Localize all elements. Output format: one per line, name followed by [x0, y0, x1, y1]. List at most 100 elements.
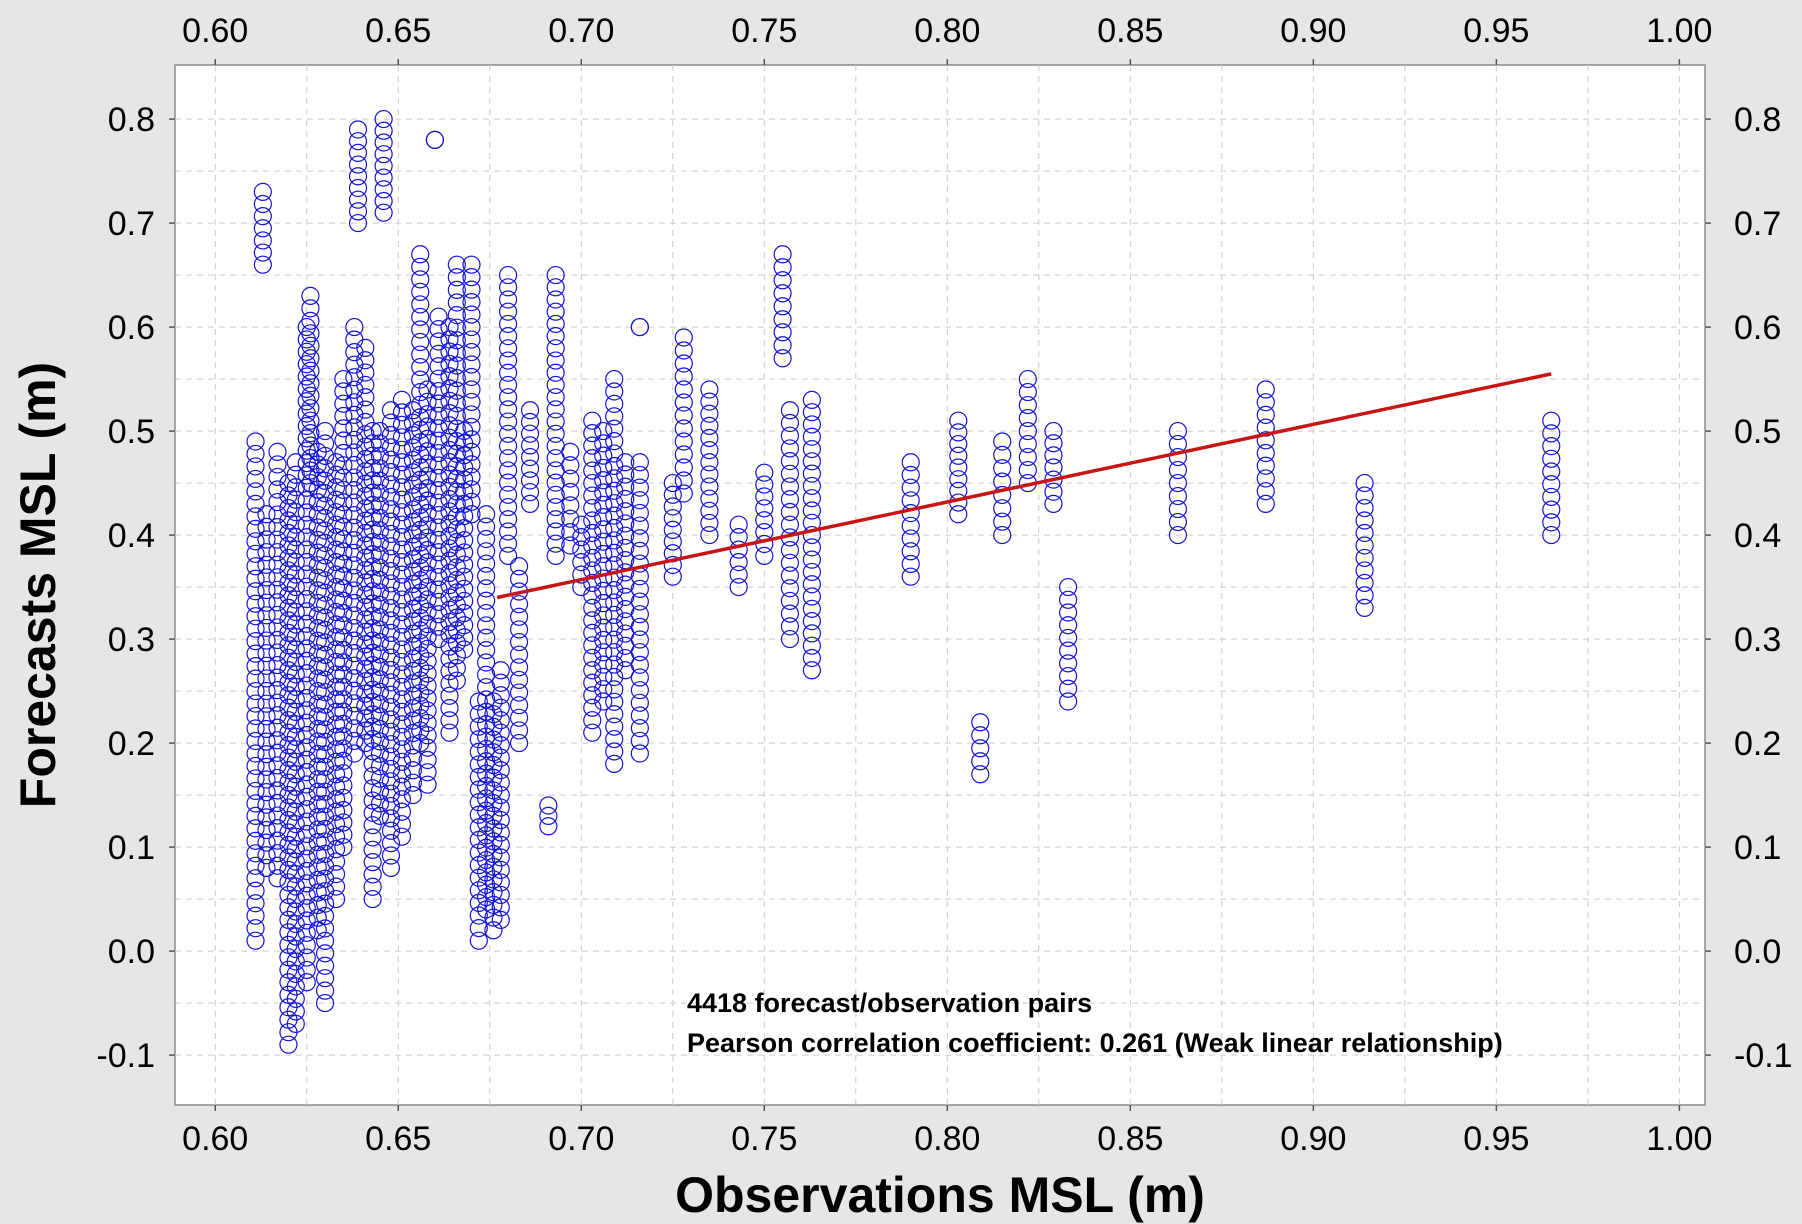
data-point — [345, 506, 364, 525]
data-point — [297, 923, 316, 942]
data-point — [411, 608, 430, 627]
data-point — [477, 838, 496, 857]
data-point — [370, 670, 390, 689]
data-point — [462, 342, 481, 362]
data-point — [440, 404, 459, 423]
data-point — [345, 518, 364, 537]
data-point — [392, 627, 412, 647]
data-point — [301, 461, 320, 480]
data-point — [268, 693, 287, 712]
data-point — [498, 497, 518, 517]
data-point — [403, 736, 423, 755]
data-point — [605, 568, 624, 587]
data-point — [1256, 393, 1275, 412]
data-point — [286, 590, 305, 609]
data-point — [392, 453, 412, 472]
data-point — [498, 351, 518, 370]
data-point — [392, 415, 412, 434]
data-point — [286, 765, 305, 784]
x-tick-label: 1.00 — [1646, 1120, 1712, 1158]
data-point — [345, 493, 364, 512]
data-point — [268, 467, 287, 487]
data-point — [246, 769, 265, 788]
data-point — [381, 475, 401, 494]
data-point — [301, 299, 320, 318]
data-point — [780, 490, 800, 509]
data-point — [469, 918, 488, 938]
data-point — [469, 730, 488, 749]
data-point — [381, 500, 401, 519]
data-point — [491, 910, 510, 929]
data-point — [780, 502, 800, 522]
data-point — [381, 512, 401, 531]
data-point — [780, 464, 800, 483]
data-point — [1018, 421, 1037, 441]
data-point — [630, 465, 649, 485]
data-point — [491, 835, 510, 855]
data-point — [308, 593, 327, 613]
data-point — [498, 510, 518, 529]
data-point — [630, 643, 649, 662]
data-point — [246, 719, 265, 738]
data-point — [447, 268, 466, 287]
data-point — [363, 643, 382, 662]
data-point — [616, 538, 635, 558]
data-point — [477, 690, 496, 709]
data-point — [392, 515, 412, 534]
data-point — [315, 645, 335, 665]
data-point — [491, 748, 510, 767]
data-point — [418, 763, 437, 782]
y-tick-label: -0.1 — [96, 1037, 155, 1075]
data-point — [546, 351, 565, 370]
data-point — [491, 711, 510, 730]
y-tick-labels-right: -0.1 0.0 0.1 0.2 0.3 0.4 0.5 0.6 0.7 0.8 — [1705, 101, 1793, 1075]
data-point — [498, 473, 518, 492]
data-point — [348, 213, 368, 233]
data-point — [370, 732, 390, 751]
data-point — [477, 505, 496, 524]
data-point — [403, 699, 423, 718]
data-point — [630, 706, 649, 725]
data-point — [253, 243, 272, 262]
data-point — [1355, 598, 1374, 617]
data-point — [509, 658, 529, 677]
data-point — [286, 627, 305, 647]
data-point — [802, 427, 821, 446]
regression-line — [496, 372, 1552, 600]
y-tick-label: 0.2 — [1734, 725, 1781, 763]
data-point — [447, 419, 466, 438]
data-point — [363, 816, 382, 835]
data-point — [315, 658, 335, 677]
data-point — [440, 539, 459, 558]
data-point — [253, 255, 272, 274]
data-point — [447, 255, 466, 274]
data-point — [469, 893, 488, 913]
data-point — [491, 848, 510, 867]
data-point — [440, 686, 459, 705]
data-point — [901, 453, 920, 472]
data-point — [561, 496, 580, 515]
data-point — [583, 636, 602, 655]
data-point — [370, 781, 390, 801]
data-point — [469, 717, 488, 736]
data-point — [370, 657, 390, 677]
data-point — [297, 552, 316, 572]
data-point — [246, 457, 265, 476]
data-point — [605, 655, 624, 674]
data-point — [286, 540, 305, 559]
data-point — [392, 403, 412, 422]
x-tick-label: 0.65 — [365, 1120, 431, 1158]
data-point — [334, 530, 353, 549]
data-point — [1256, 456, 1275, 475]
data-point — [257, 580, 276, 600]
data-point — [594, 569, 613, 588]
data-point — [253, 194, 272, 214]
data-point — [392, 802, 412, 821]
data-point — [334, 431, 353, 450]
data-point — [246, 931, 265, 950]
y-tick-label: 0.5 — [1734, 413, 1781, 451]
data-point — [403, 748, 423, 767]
data-point — [257, 732, 276, 751]
data-point — [246, 694, 265, 713]
x-tick-label: 0.85 — [1097, 12, 1163, 50]
